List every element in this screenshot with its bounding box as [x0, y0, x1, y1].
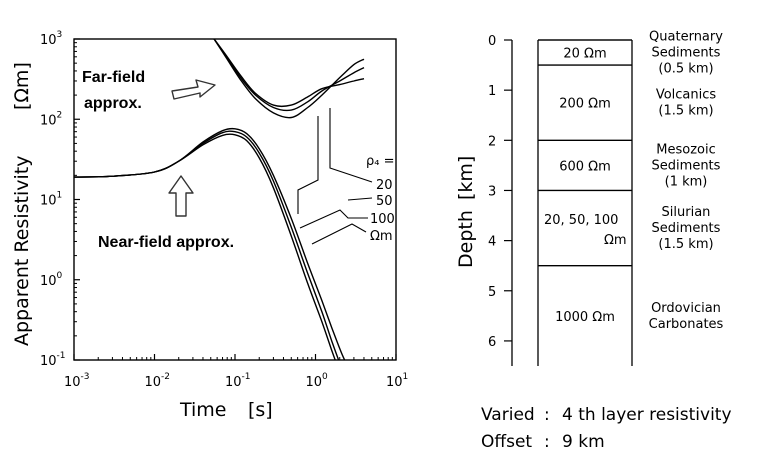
x-tick-label: 10-1	[225, 372, 251, 390]
offset-key: Offset	[481, 432, 532, 452]
curves	[74, 39, 365, 360]
footer-notes: Varied : 4 th layer resistivity Offset :…	[481, 405, 732, 452]
series-50-far-field-curve	[213, 39, 365, 112]
far-field-label-line2: approx.	[84, 95, 142, 112]
layer-name-line: (1.5 km)	[658, 104, 713, 119]
offset-value: 9 km	[562, 432, 605, 452]
depth-tick-label: 0	[488, 34, 496, 49]
layer-2: 200 Ωm Volcanics(1.5 km)	[538, 64, 717, 119]
series-20-far-field-curve	[213, 39, 365, 119]
x-axis-unit: [s]	[248, 399, 273, 421]
varied-value: 4 th layer resistivity	[562, 405, 732, 425]
layer-name-line: Sediments	[652, 158, 721, 173]
y-tick-label: 10-1	[40, 351, 66, 369]
layer-name-line: Silurian	[662, 205, 711, 220]
layer-unit: Ωm	[604, 233, 627, 248]
layer-resistivity: 200 Ωm	[559, 97, 611, 112]
legend-unit: Ωm	[370, 229, 393, 244]
legend-value-20: 20	[376, 178, 393, 193]
depth-tick-label: 4	[488, 235, 496, 250]
legend-symbol: ρ₄ =	[366, 154, 395, 169]
y-tick-label: 102	[40, 110, 62, 128]
layer-name-line: (1 km)	[665, 174, 708, 189]
legend-value-50: 50	[376, 194, 393, 209]
offset-colon: :	[544, 432, 550, 452]
near-field-label: Near-field approx.	[98, 234, 234, 251]
x-axis-label: Time	[179, 399, 227, 421]
depth-axis-label: Depth	[455, 210, 477, 268]
layer-name-line: Volcanics	[656, 88, 717, 103]
legend-connectors	[297, 108, 373, 245]
near-field-arrow-icon	[168, 175, 194, 217]
resistivity-chart: 10-3 10-2 10-1 100 101 10-1 100 101 102 103 Time…	[11, 30, 408, 421]
depth-tick-label: 6	[488, 335, 496, 350]
layer-name-line: Carbonates	[649, 317, 724, 332]
layer-name-line: Ordovician	[651, 301, 721, 316]
legend-value-100: 100	[370, 212, 395, 227]
far-field-label-line1: Far-field	[82, 69, 145, 86]
layer-resistivity: 20, 50, 100	[544, 213, 618, 228]
layer-resistivity: 20 Ωm	[563, 47, 606, 62]
legend-connector-line	[347, 197, 373, 201]
legend-connector-line	[311, 223, 367, 245]
y-axis-unit: [Ωm]	[11, 62, 33, 110]
depth-tick-label: 1	[488, 84, 496, 99]
x-tick-label: 10-2	[145, 372, 171, 390]
layer-name-line: (0.5 km)	[658, 62, 713, 77]
layer-name-line: Quaternary	[649, 30, 723, 45]
layer-name-line: (1.5 km)	[658, 237, 713, 252]
layer-name-line: Sediments	[652, 221, 721, 236]
legend-connector-line	[329, 108, 373, 183]
legend-connector-line	[299, 209, 368, 229]
legend-connector-line	[297, 116, 319, 214]
far-field-arrow-icon	[171, 79, 216, 100]
y-tick-label: 103	[40, 30, 62, 48]
layer-name-line: Mesozoic	[656, 142, 715, 157]
x-tick-label: 101	[386, 372, 408, 390]
depth-tick-label: 5	[488, 285, 496, 300]
varied-colon: :	[544, 405, 550, 425]
layer-resistivity: 600 Ωm	[559, 159, 611, 174]
x-tick-label: 10-3	[64, 372, 90, 390]
depth-ticks: 0 1 2 3 4 5 6	[488, 34, 512, 350]
depth-axis-unit: [km]	[455, 156, 477, 200]
series-100-far-field-curve	[213, 39, 365, 108]
y-tick-label: 101	[40, 191, 62, 209]
y-axis-label: Apparent Resistivity	[11, 156, 33, 346]
depth-tick-label: 2	[488, 134, 496, 149]
plot-frame	[73, 38, 397, 361]
layer-resistivity: 1000 Ωm	[555, 310, 615, 325]
varied-key: Varied	[481, 405, 535, 425]
x-tick-label: 100	[306, 372, 329, 390]
layer-name-line: Sediments	[652, 46, 721, 61]
series-100-full-curve	[74, 127, 346, 360]
y-tick-label: 100	[40, 271, 63, 289]
depth-tick-label: 3	[488, 184, 496, 199]
